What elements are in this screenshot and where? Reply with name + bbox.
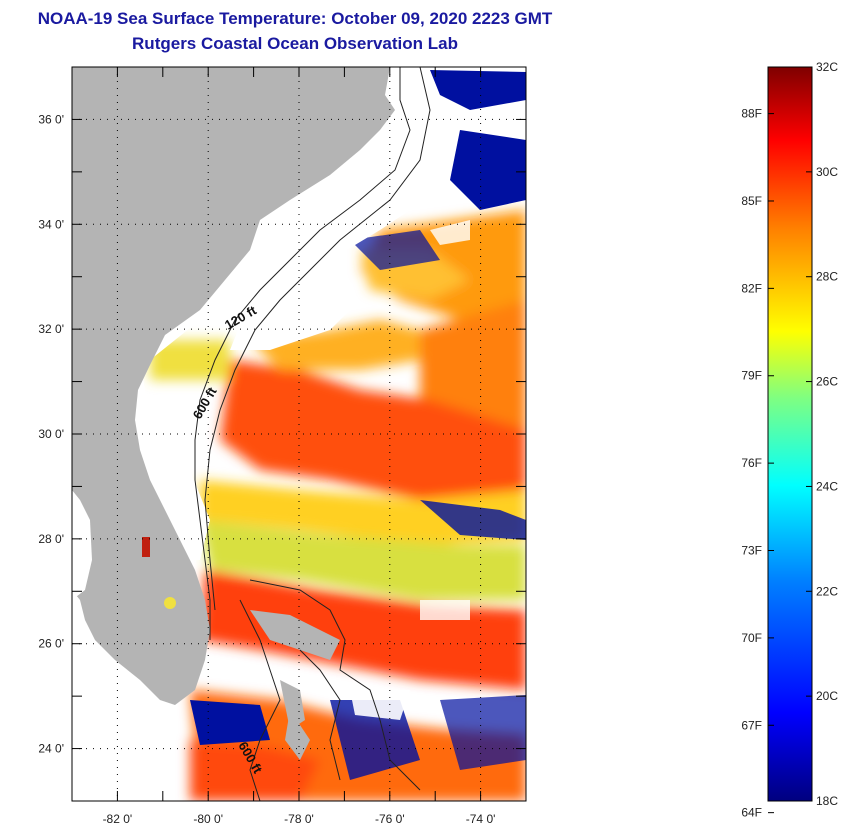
lon-tick-label: -80 0': [193, 812, 223, 826]
lat-tick-label: 24 0': [38, 742, 64, 756]
colorbar-f-label: 88F: [741, 107, 762, 121]
colorbar: 18C 20C 22C 24C 26C 28C 30C 32C 64F 67F 70F 73F 76F 7…: [741, 60, 838, 820]
colorbar-gradient: [767, 66, 813, 802]
colorbar-c-label: 24C: [816, 479, 838, 493]
colorbar-f-label: 64F: [741, 806, 762, 820]
colorbar-f-label: 73F: [741, 544, 762, 558]
colorbar-f-label: 70F: [741, 631, 762, 645]
colorbar-c-label: 30C: [816, 165, 838, 179]
bahamas-islands: [250, 610, 340, 760]
colorbar-f-label: 76F: [741, 456, 762, 470]
land-southeast-us: [72, 67, 395, 705]
colorbar-c-label: 20C: [816, 689, 838, 703]
lat-tick-label: 30 0': [38, 427, 64, 441]
lat-tick-label: 28 0': [38, 532, 64, 546]
colorbar-c-label: 28C: [816, 270, 838, 284]
map-title: NOAA-19 Sea Surface Temperature: October…: [37, 9, 553, 28]
map-axes: 24 0' 26 0' 28 0' 30 0' 32 0' 34 0' 36 0' -82 0…: [38, 66, 527, 826]
sst-field: [150, 210, 526, 801]
colorbar-f-label: 79F: [741, 369, 762, 383]
lon-tick-label: -74 0': [466, 812, 496, 826]
colorbar-f-label: 82F: [741, 281, 762, 295]
lat-tick-label: 26 0': [38, 637, 64, 651]
cold-patches: [190, 70, 526, 780]
graticule: [72, 67, 526, 801]
lake-okeechobee: [142, 537, 176, 609]
colorbar-c-label: 22C: [816, 584, 838, 598]
colorbar-c-label: 18C: [816, 794, 838, 808]
lon-tick-label: -82 0': [103, 812, 133, 826]
lon-tick-label: -78 0': [284, 812, 314, 826]
map-subtitle: Rutgers Coastal Ocean Observation Lab: [132, 34, 458, 53]
map-panel: [72, 67, 526, 801]
lat-tick-label: 34 0': [38, 217, 64, 231]
lat-tick-label: 32 0': [38, 322, 64, 336]
colorbar-f-label: 85F: [741, 194, 762, 208]
colorbar-c-label: 26C: [816, 375, 838, 389]
lon-tick-label: -76 0': [375, 812, 405, 826]
isobath-contours: [194, 67, 431, 801]
lat-tick-label: 36 0': [38, 112, 64, 126]
colorbar-c-label: 32C: [816, 60, 838, 74]
colorbar-f-label: 67F: [741, 718, 762, 732]
gulf-coast: [72, 490, 92, 600]
